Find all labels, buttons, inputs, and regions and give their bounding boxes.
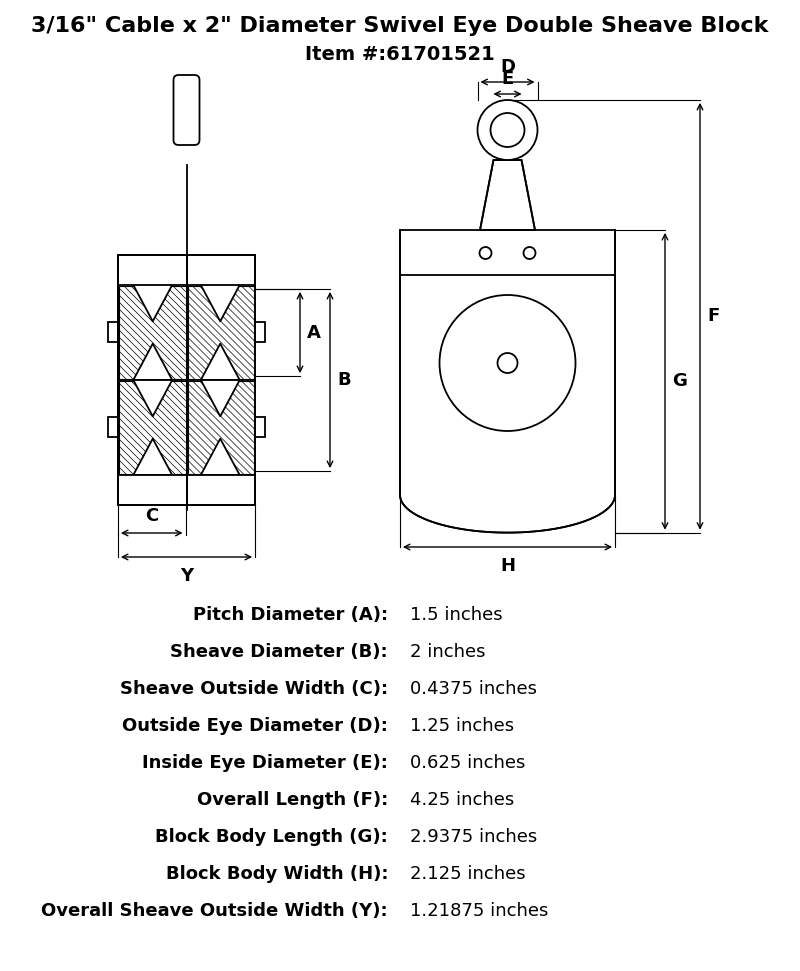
Polygon shape xyxy=(202,439,239,474)
Text: G: G xyxy=(672,372,687,390)
Text: Pitch Diameter (A):: Pitch Diameter (A): xyxy=(193,606,388,624)
Text: Overall Length (F):: Overall Length (F): xyxy=(197,791,388,809)
Bar xyxy=(255,322,265,343)
Text: Inside Eye Diameter (E):: Inside Eye Diameter (E): xyxy=(142,754,388,772)
Polygon shape xyxy=(400,230,615,533)
Text: Block Body Width (H):: Block Body Width (H): xyxy=(166,865,388,883)
Text: 2 inches: 2 inches xyxy=(410,643,486,661)
Text: F: F xyxy=(707,307,719,325)
Text: 2.9375 inches: 2.9375 inches xyxy=(410,828,538,846)
Polygon shape xyxy=(187,381,254,474)
Polygon shape xyxy=(202,286,239,321)
Polygon shape xyxy=(134,381,172,417)
Circle shape xyxy=(523,247,535,259)
Text: 2.125 inches: 2.125 inches xyxy=(410,865,526,883)
Text: 3/16" Cable x 2" Diameter Swivel Eye Double Sheave Block: 3/16" Cable x 2" Diameter Swivel Eye Dou… xyxy=(31,16,769,36)
Circle shape xyxy=(479,247,491,259)
Polygon shape xyxy=(187,286,254,379)
FancyBboxPatch shape xyxy=(174,75,199,145)
Text: 0.4375 inches: 0.4375 inches xyxy=(410,680,537,698)
Polygon shape xyxy=(480,160,535,230)
Text: 1.5 inches: 1.5 inches xyxy=(410,606,502,624)
Text: H: H xyxy=(500,557,515,575)
Text: B: B xyxy=(337,371,350,389)
Bar xyxy=(255,418,265,438)
Text: Item #:61701521: Item #:61701521 xyxy=(305,46,495,64)
Polygon shape xyxy=(134,439,172,474)
Text: Sheave Diameter (B):: Sheave Diameter (B): xyxy=(170,643,388,661)
Text: 1.21875 inches: 1.21875 inches xyxy=(410,902,548,920)
Text: Outside Eye Diameter (D):: Outside Eye Diameter (D): xyxy=(122,717,388,735)
Text: Sheave Outside Width (C):: Sheave Outside Width (C): xyxy=(120,680,388,698)
Bar xyxy=(118,255,255,505)
Text: D: D xyxy=(500,58,515,76)
Circle shape xyxy=(439,295,575,431)
Polygon shape xyxy=(119,286,186,379)
Text: 1.25 inches: 1.25 inches xyxy=(410,717,514,735)
Polygon shape xyxy=(134,344,172,379)
Text: Block Body Length (G):: Block Body Length (G): xyxy=(155,828,388,846)
Text: Y: Y xyxy=(180,567,193,585)
Polygon shape xyxy=(202,381,239,417)
Bar xyxy=(108,322,118,343)
Text: C: C xyxy=(145,507,158,525)
Circle shape xyxy=(490,113,525,147)
Text: A: A xyxy=(307,323,321,342)
Circle shape xyxy=(498,353,518,373)
Polygon shape xyxy=(134,286,172,321)
Polygon shape xyxy=(119,381,186,474)
Text: 0.625 inches: 0.625 inches xyxy=(410,754,526,772)
Text: E: E xyxy=(502,70,514,88)
Text: Overall Sheave Outside Width (Y):: Overall Sheave Outside Width (Y): xyxy=(42,902,388,920)
Text: 4.25 inches: 4.25 inches xyxy=(410,791,514,809)
Bar xyxy=(108,418,118,438)
Circle shape xyxy=(478,100,538,160)
Polygon shape xyxy=(202,344,239,379)
Bar xyxy=(118,255,255,505)
